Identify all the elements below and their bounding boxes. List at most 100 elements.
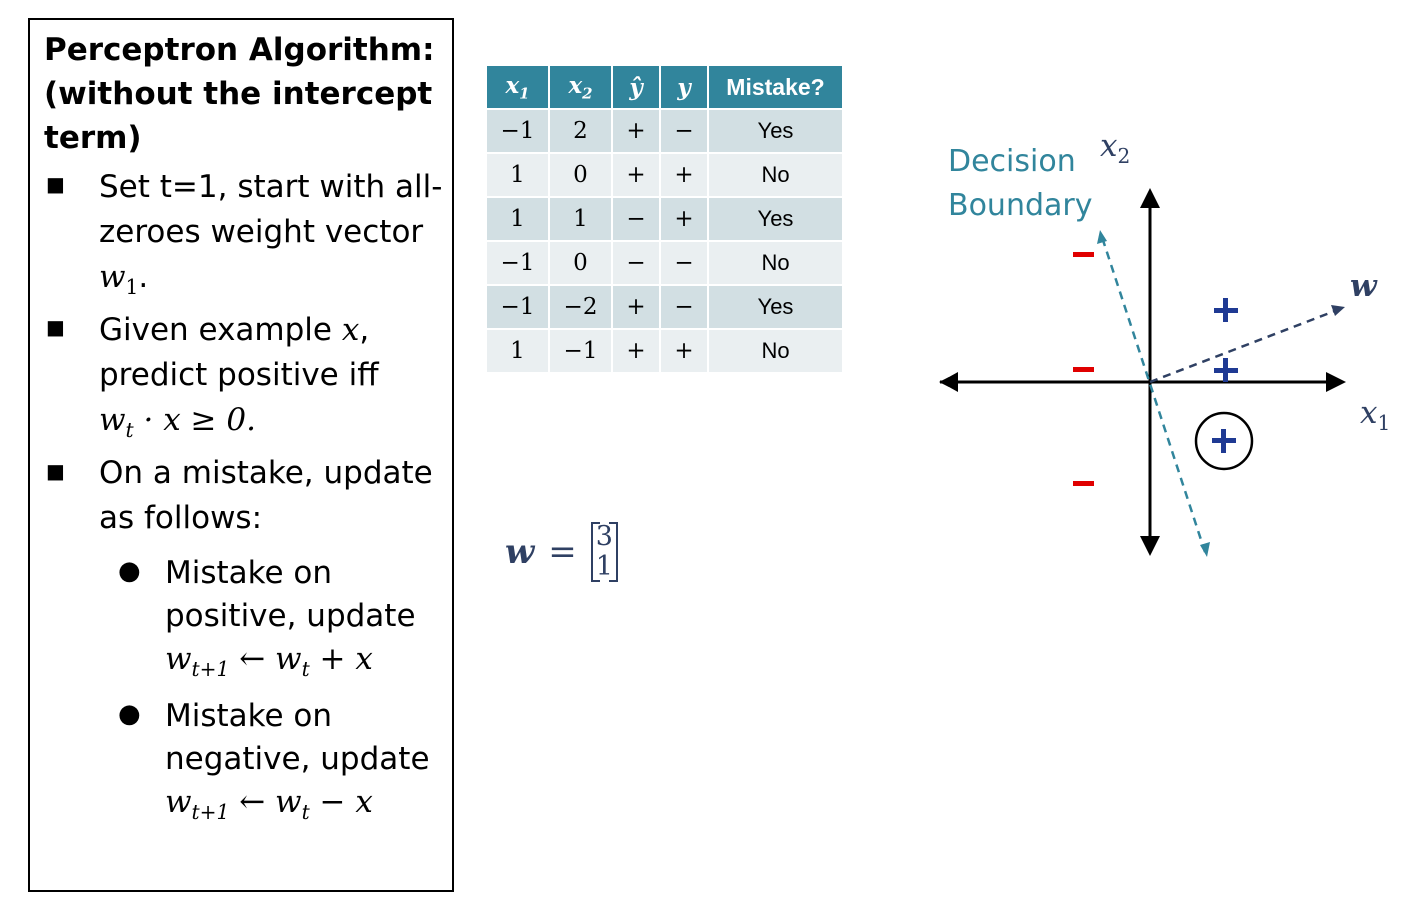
table-cell: Yes — [709, 286, 842, 328]
x1-axis-label: x1 — [1360, 395, 1390, 435]
table-cell: − — [661, 110, 707, 152]
header-y: y — [661, 66, 707, 108]
mistake-table: x1 x2 ŷ y Mistake? −1 2 + − Yes 1 0 + + … — [485, 64, 844, 374]
sub-2-line-1: Mistake on — [165, 698, 333, 734]
table-cell: + — [613, 286, 659, 328]
bullet-2-math-rest: · x ≥ 0. — [133, 402, 256, 438]
table-cell: + — [613, 330, 659, 372]
w-vector-arrow — [1149, 307, 1341, 384]
x2-axis-label: x2 — [1100, 128, 1130, 168]
table-row: 1 0 + + No — [487, 154, 842, 196]
table-cell: − — [661, 242, 707, 284]
table-cell: 1 — [550, 198, 611, 240]
table-row: −1 0 − − No — [487, 242, 842, 284]
table-cell: + — [661, 198, 707, 240]
algorithm-title: Perceptron Algorithm: (without the inter… — [44, 28, 454, 160]
bullet-1-line-1: Set t=1, start with all- — [99, 169, 443, 205]
sub-bullet-2: Mistake on negative, update wt+1 ← wt − … — [165, 695, 450, 834]
table-cell: No — [709, 154, 842, 196]
table-cell: − — [661, 286, 707, 328]
decision-boundary-label: Decision Boundary — [948, 140, 1092, 228]
bullet-2-text: Given example — [99, 312, 342, 348]
decision-boundary-line-1: Decision — [948, 144, 1076, 179]
table-cell: No — [709, 242, 842, 284]
table-row: −1 2 + − Yes — [487, 110, 842, 152]
table-cell: −1 — [550, 330, 611, 372]
x1-axis-right-arrow — [1326, 372, 1346, 392]
table-cell: −1 — [487, 242, 548, 284]
w-vector-arrowhead — [1331, 305, 1345, 316]
minus-point — [1073, 367, 1094, 372]
table-cell: Yes — [709, 110, 842, 152]
table-cell: + — [613, 154, 659, 196]
weight-vector-matrix: 3 1 — [590, 522, 618, 582]
table-cell: 1 — [487, 154, 548, 196]
bullet-2-math: wt · x ≥ 0. — [99, 398, 449, 453]
round-bullet-icon: ● — [118, 699, 141, 729]
bullet-3: On a mistake, update as follows: — [99, 451, 449, 541]
circled-plus-point — [1194, 411, 1254, 471]
title-line-3: term) — [44, 120, 142, 156]
bullet-1-w: w — [99, 259, 126, 295]
table-row: 1 1 − + Yes — [487, 198, 842, 240]
sub-1-line-2: positive, update — [165, 598, 416, 634]
header-yhat: ŷ — [613, 66, 659, 108]
weight-vector: w = 3 1 — [505, 522, 618, 582]
table-cell: −1 — [487, 286, 548, 328]
bullet-1-line-2: zeroes weight vector — [99, 214, 424, 250]
header-x2: x2 — [550, 66, 611, 108]
x2-label-sub: 2 — [1117, 144, 1131, 169]
bullet-2-line-1: Given example x, — [99, 312, 370, 348]
table-cell: 2 — [550, 110, 611, 152]
bullet-3-line-2: as follows: — [99, 500, 263, 536]
header-mistake: Mistake? — [709, 66, 842, 108]
square-bullet-icon: ■ — [46, 315, 65, 339]
bullet-2: Given example x, predict positive iff wt… — [99, 308, 449, 453]
sub-2-line-2: negative, update — [165, 741, 430, 777]
square-bullet-icon: ■ — [46, 459, 65, 483]
table-cell: No — [709, 330, 842, 372]
bullet-2-w: w — [99, 402, 126, 438]
weight-vector-label: w — [505, 532, 535, 572]
title-line-1: Perceptron Algorithm: — [44, 32, 435, 68]
decision-boundary-line-2: Boundary — [948, 188, 1093, 223]
table-cell: −2 — [550, 286, 611, 328]
table-cell: − — [613, 198, 659, 240]
table-row: −1 −2 + − Yes — [487, 286, 842, 328]
sub-2-math: wt+1 ← wt − x — [165, 784, 373, 825]
x1-label-sub: 1 — [1377, 411, 1391, 436]
bullet-1-math: w1. — [99, 259, 149, 300]
table-cell: 1 — [487, 330, 548, 372]
minus-point — [1073, 481, 1094, 486]
sub-bullet-1: Mistake on positive, update wt+1 ← wt + … — [165, 552, 450, 691]
decision-boundary-line — [1099, 233, 1207, 553]
table-cell: 0 — [550, 242, 611, 284]
square-bullet-icon: ■ — [46, 172, 65, 196]
table-cell: −1 — [487, 110, 548, 152]
bullet-2-line-2: predict positive iff — [99, 357, 379, 393]
sub-1-line-1: Mistake on — [165, 555, 333, 591]
sub-1-math: wt+1 ← wt + x — [165, 641, 373, 682]
table-cell: + — [661, 154, 707, 196]
weight-vector-equals: = — [548, 532, 577, 572]
w-vector-label: w — [1350, 268, 1377, 304]
title-line-2: (without the intercept — [44, 76, 433, 112]
boundary-arrow-top — [1097, 230, 1107, 244]
x2-axis-bottom-arrow — [1140, 536, 1160, 556]
plus-point — [1214, 298, 1238, 322]
plus-point — [1214, 358, 1238, 382]
minus-point — [1073, 252, 1094, 257]
bullet-1-w-sub: 1 — [125, 275, 139, 300]
bullet-2-x: x — [341, 312, 360, 348]
header-x1: x1 — [487, 66, 548, 108]
bullet-1: Set t=1, start with all- zeroes weight v… — [99, 165, 449, 310]
table-header-row: x1 x2 ŷ y Mistake? — [487, 66, 842, 108]
algorithm-box — [28, 18, 454, 892]
bullet-2-w-sub: t — [125, 418, 134, 443]
table-row: 1 −1 + + No — [487, 330, 842, 372]
table-cell: Yes — [709, 198, 842, 240]
x2-axis-top-arrow — [1140, 188, 1160, 208]
boundary-arrow-bottom — [1200, 542, 1210, 557]
table-cell: + — [661, 330, 707, 372]
